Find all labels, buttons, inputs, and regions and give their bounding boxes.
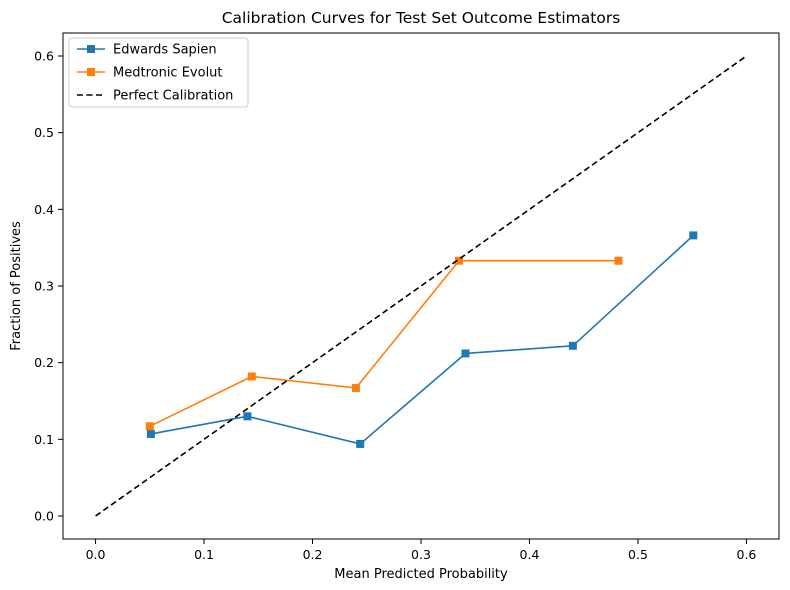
data-point-edwards-sapien	[146, 429, 155, 438]
chart-title: Calibration Curves for Test Set Outcome …	[222, 9, 621, 27]
legend-box	[68, 37, 249, 108]
y-tick-label: 0.3	[34, 279, 54, 294]
legend-marker-edwards-sapien	[87, 45, 95, 53]
plot-area	[95, 55, 747, 517]
x-tick-label: 0.0	[86, 547, 106, 562]
x-tick-label: 0.5	[628, 547, 648, 562]
data-point-edwards-sapien	[243, 412, 252, 421]
legend-label-perfect-calibration: Perfect Calibration	[113, 89, 233, 104]
x-tick-label: 0.3	[411, 547, 431, 562]
data-point-medtronic-evolut	[614, 256, 623, 265]
data-point-medtronic-evolut	[351, 383, 360, 392]
x-tick-label: 0.1	[194, 547, 214, 562]
x-tick-label: 0.6	[737, 547, 757, 562]
y-tick-label: 0.5	[34, 125, 54, 140]
data-point-medtronic-evolut	[247, 372, 256, 381]
y-axis: 0.0 0.1 0.2 0.3 0.4 0.5 0.6	[34, 49, 63, 524]
data-point-edwards-sapien	[461, 349, 470, 358]
data-point-medtronic-evolut	[145, 422, 154, 431]
y-tick-label: 0.4	[34, 202, 54, 217]
y-tick-label: 0.0	[34, 509, 54, 524]
y-tick-label: 0.2	[34, 355, 54, 370]
legend: Edwards Sapien Medtronic Evolut Perfect Ca…	[68, 37, 249, 108]
x-tick-label: 0.4	[520, 547, 540, 562]
legend-marker-medtronic-evolut	[87, 68, 95, 76]
legend-label-medtronic-evolut: Medtronic Evolut	[113, 66, 223, 81]
x-axis: 0.0 0.1 0.2 0.3 0.4 0.5 0.6	[86, 539, 757, 562]
y-tick-label: 0.6	[34, 49, 54, 64]
x-tick-label: 0.2	[303, 547, 323, 562]
x-axis-title: Mean Predicted Probability	[334, 567, 508, 582]
data-point-edwards-sapien	[689, 231, 698, 240]
y-tick-label: 0.1	[34, 432, 54, 447]
data-point-medtronic-evolut	[454, 256, 463, 265]
data-point-edwards-sapien	[568, 341, 577, 350]
series-line-edwards-sapien	[150, 234, 694, 445]
data-point-edwards-sapien	[356, 439, 365, 448]
series-line-medtronic-evolut	[149, 259, 619, 428]
series-line-perfect-calibration	[95, 55, 747, 517]
y-axis-title: Fraction of Positives	[9, 221, 24, 351]
legend-label-edwards-sapien: Edwards Sapien	[113, 43, 217, 58]
